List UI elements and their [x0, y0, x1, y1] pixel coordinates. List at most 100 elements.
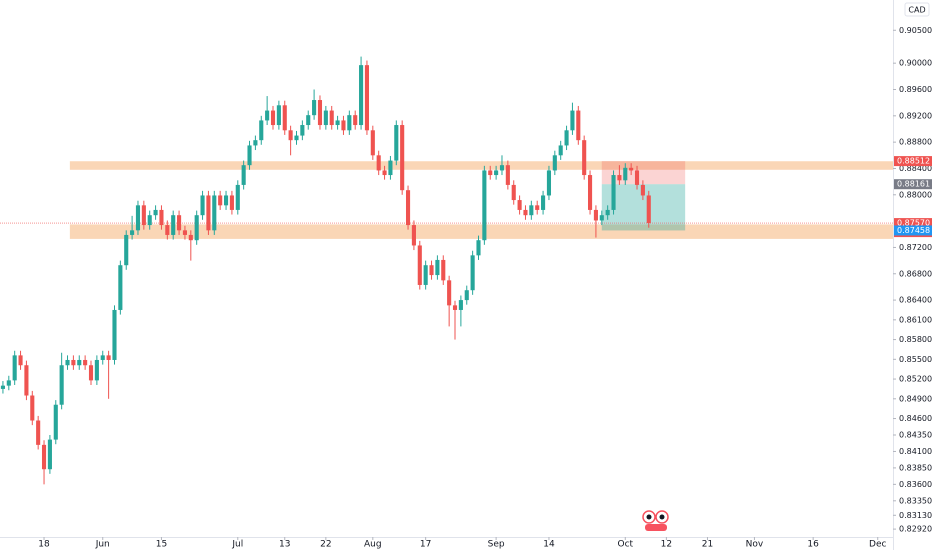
- candle-body: [241, 165, 246, 185]
- candle-body: [646, 195, 651, 224]
- stop-zone: [601, 161, 686, 185]
- candle-body: [376, 155, 381, 171]
- candle-body: [388, 160, 393, 176]
- candle-body: [529, 205, 534, 216]
- candle-body: [106, 355, 111, 360]
- candle-body: [24, 365, 29, 396]
- candle-body: [130, 230, 135, 235]
- candle-body: [265, 110, 270, 121]
- candle-body: [523, 209, 528, 216]
- candle-body: [494, 170, 499, 176]
- currency-label: CAD: [908, 6, 925, 15]
- candle-body: [505, 165, 510, 185]
- candle-body: [306, 115, 311, 126]
- y-tick-label: 0.83350: [899, 496, 932, 505]
- candle-body: [541, 195, 546, 210]
- plot-area: [0, 56, 894, 485]
- price-tag-label: 0.87570: [897, 219, 930, 228]
- x-tick-label: 14: [543, 540, 555, 550]
- candle-body: [300, 125, 305, 136]
- x-tick-label: 18: [38, 540, 50, 550]
- price-tag: [894, 225, 932, 236]
- candle-body: [629, 167, 634, 171]
- candle-body: [235, 184, 240, 210]
- candle-body: [18, 355, 23, 366]
- candle-body: [212, 195, 217, 231]
- x-tick-label: 13: [279, 540, 290, 550]
- candle-body: [100, 355, 105, 360]
- candle-body: [65, 359, 70, 366]
- y-tick-label: 0.86400: [899, 296, 932, 305]
- candle-body: [218, 195, 223, 206]
- candle-body: [59, 365, 64, 405]
- x-tick-label: 22: [320, 540, 331, 550]
- x-tick-label: Dec: [869, 540, 886, 550]
- candle-body: [435, 259, 440, 276]
- y-tick-label: 0.86800: [899, 269, 932, 278]
- x-tick-label: Aug: [364, 540, 382, 550]
- candle-body: [88, 365, 94, 381]
- candle-body: [124, 234, 129, 266]
- candle-body: [593, 209, 598, 221]
- currency-box[interactable]: [904, 2, 930, 17]
- candle-body: [288, 130, 293, 141]
- candle-body: [312, 100, 317, 116]
- candle-body: [452, 305, 458, 310]
- candle-body: [200, 195, 205, 216]
- candle-body: [182, 230, 187, 235]
- candle-body: [488, 170, 493, 176]
- y-tick-label: 0.85200: [899, 375, 932, 384]
- candle-body: [247, 145, 252, 166]
- candle-body: [0, 385, 5, 389]
- zone: [69, 161, 894, 170]
- y-tick-label: 0.83850: [899, 463, 932, 472]
- candle-body: [582, 140, 587, 176]
- candle-body: [441, 259, 446, 281]
- price-tag: [894, 179, 932, 190]
- candle-body: [546, 170, 552, 196]
- candle-body: [359, 65, 364, 126]
- candle-body: [253, 140, 258, 146]
- x-tick-label: Jul: [231, 540, 243, 550]
- candle-body: [329, 110, 334, 126]
- y-tick-label: 0.84100: [899, 447, 932, 456]
- price-tag: [894, 218, 932, 229]
- zone: [69, 224, 894, 239]
- candle-body: [30, 395, 35, 421]
- candle-body: [282, 105, 287, 131]
- candle-body: [159, 209, 164, 226]
- candle-body: [599, 215, 604, 221]
- y-tick-label: 0.84900: [899, 394, 932, 403]
- y-tick-label: 0.90500: [899, 26, 932, 35]
- x-tick-label: Jun: [95, 540, 110, 550]
- candle-body: [364, 65, 370, 131]
- candle-body: [206, 195, 211, 231]
- candle-body: [141, 205, 146, 226]
- y-tick-label: 0.85500: [899, 355, 932, 364]
- candle-body: [623, 167, 628, 181]
- candle-body: [417, 245, 422, 285]
- y-tick-label: 0.83600: [899, 480, 932, 489]
- candle-body: [423, 265, 428, 285]
- x-tick-label: 16: [807, 540, 819, 550]
- candle-body: [259, 120, 264, 141]
- candle-body: [558, 145, 563, 156]
- y-tick-label: 0.88000: [899, 190, 932, 199]
- price-tag-label: 0.87458: [897, 226, 930, 235]
- candle-body: [511, 184, 516, 201]
- x-tick-label: Sep: [488, 540, 505, 550]
- y-tick-label: 0.86100: [899, 315, 932, 324]
- candle-body: [41, 444, 47, 470]
- candle-body: [535, 205, 540, 210]
- candle-body: [270, 110, 276, 126]
- candle-body: [6, 380, 11, 386]
- candle-body: [570, 110, 575, 131]
- candle-body: [605, 209, 610, 216]
- candle-body: [394, 125, 399, 161]
- y-tick-label: 0.84350: [899, 430, 932, 439]
- candle-body: [229, 195, 234, 210]
- candle-body: [405, 190, 411, 226]
- y-tick-label: 0.87200: [899, 243, 932, 252]
